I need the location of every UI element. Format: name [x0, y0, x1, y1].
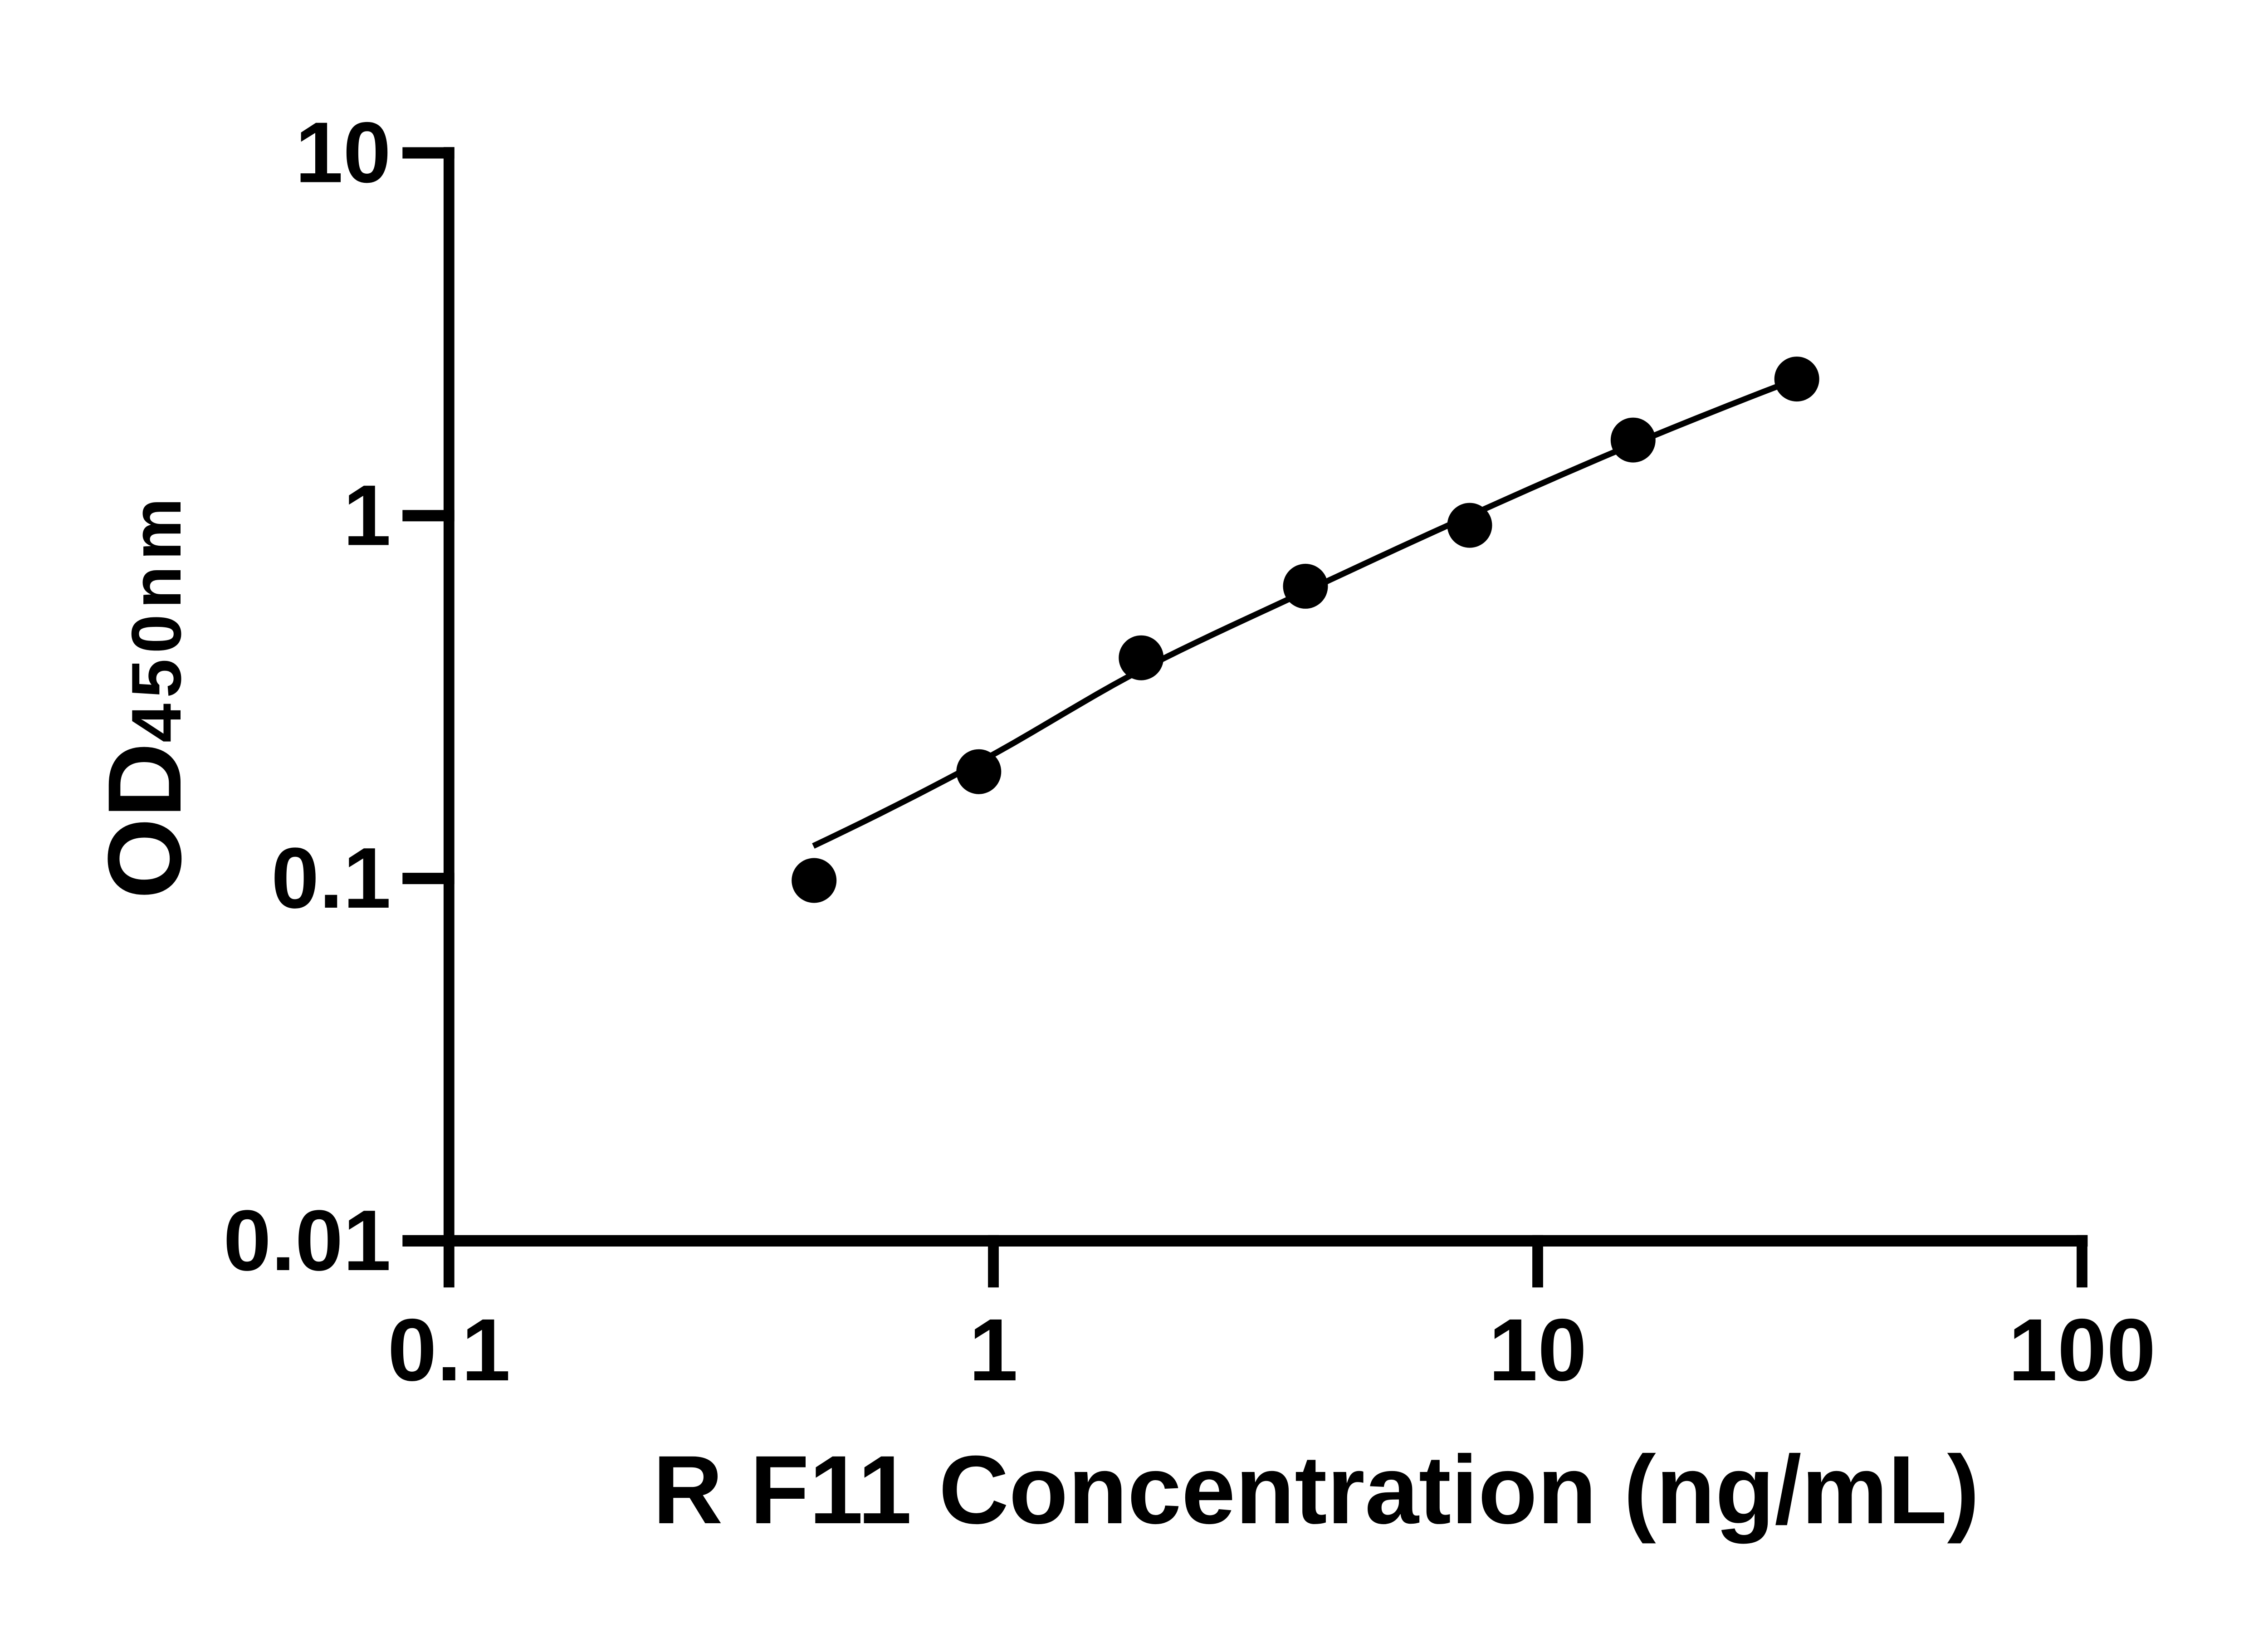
svg-text:100: 100 [2008, 1301, 2156, 1399]
svg-text:10: 10 [1489, 1301, 1587, 1399]
svg-text:0.1: 0.1 [271, 830, 391, 926]
svg-text:1: 1 [969, 1301, 1018, 1399]
svg-text:1: 1 [343, 468, 391, 564]
svg-text:0.1: 0.1 [387, 1301, 510, 1399]
svg-text:R F11 Concentration (ng/mL): R F11 Concentration (ng/mL) [653, 1436, 1980, 1544]
svg-text:0.01: 0.01 [223, 1193, 391, 1289]
svg-text:10: 10 [295, 105, 391, 201]
